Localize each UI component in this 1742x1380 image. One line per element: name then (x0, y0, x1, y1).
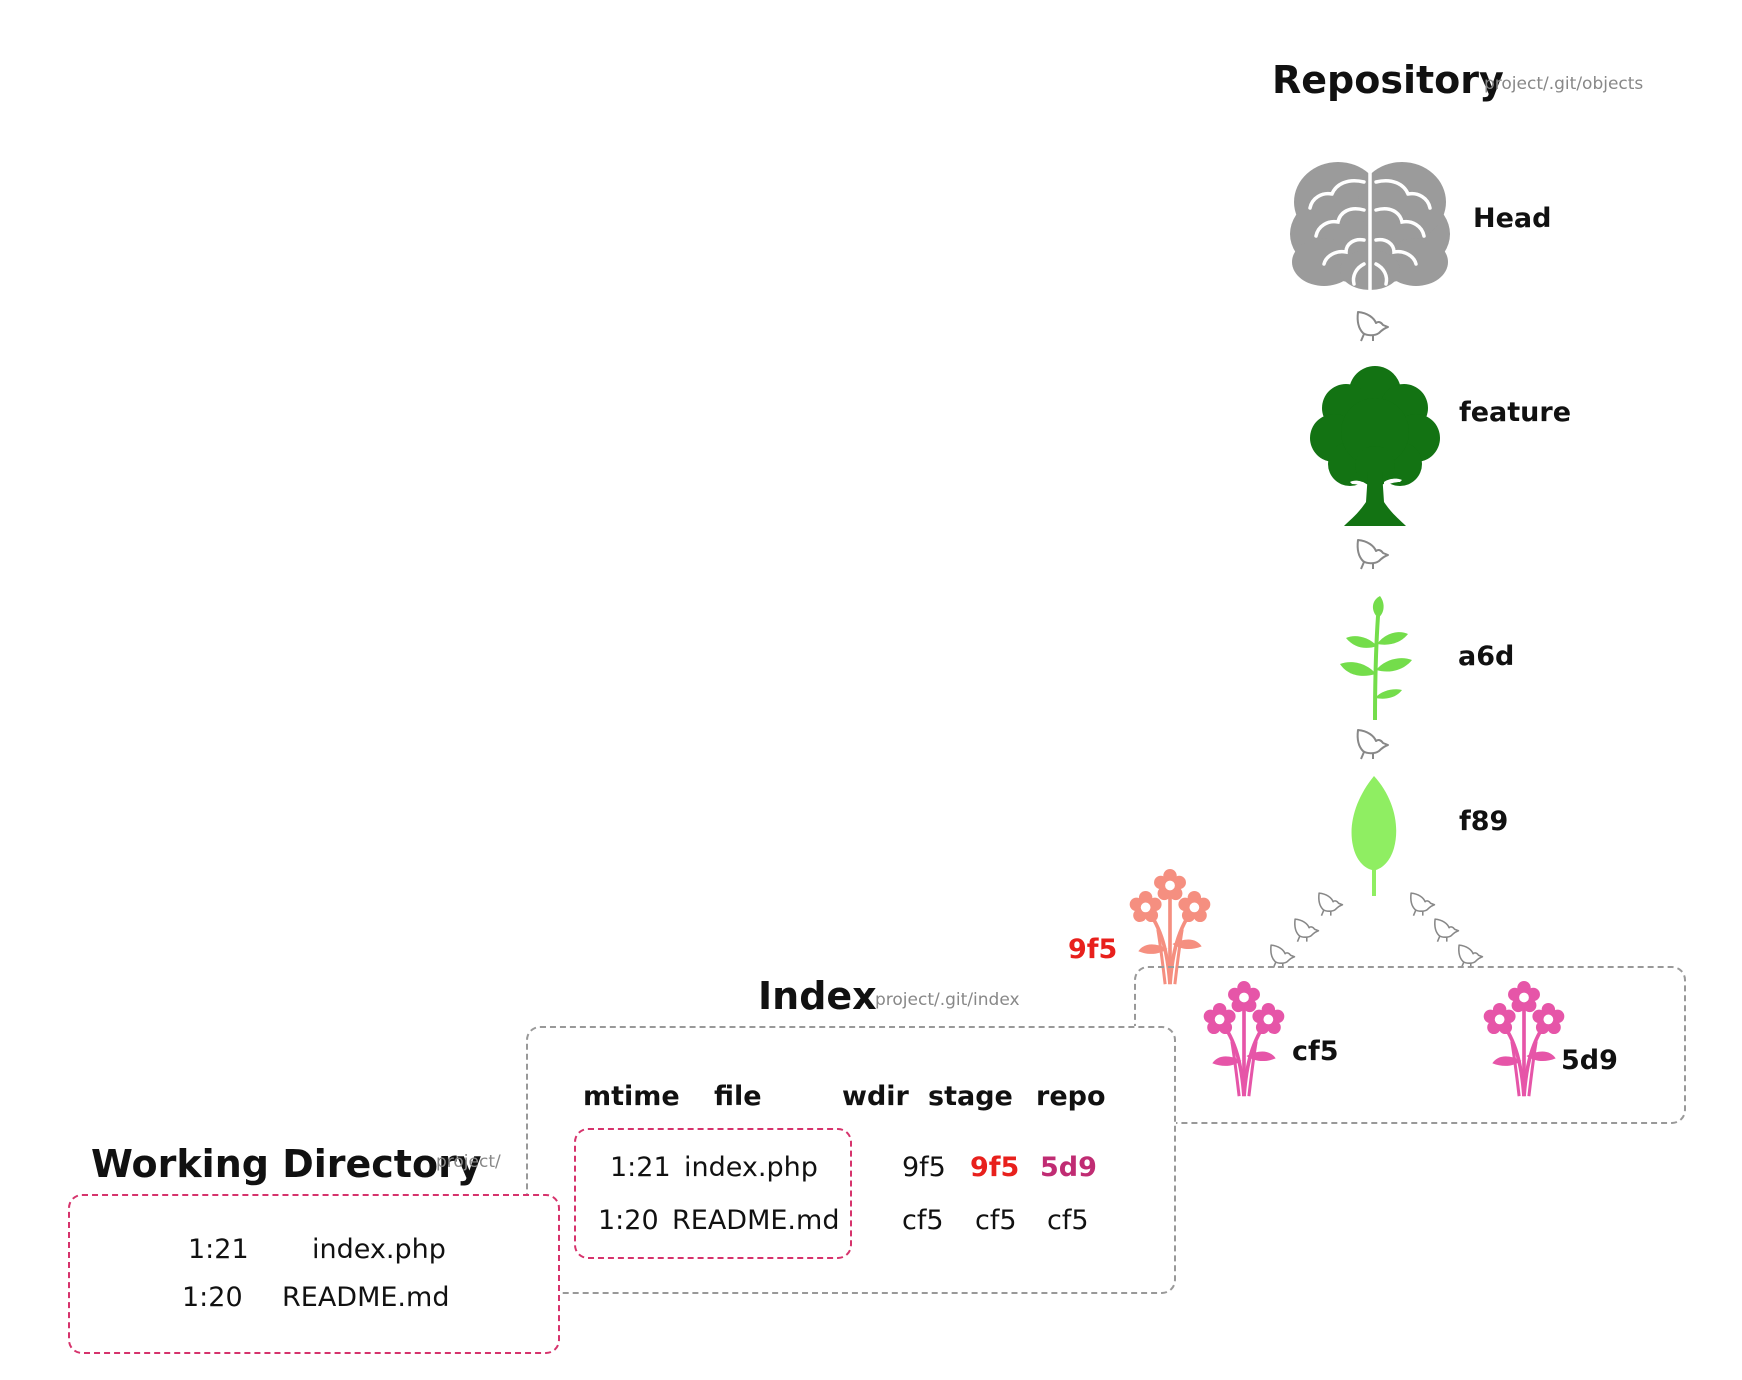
blob-5d9-label: 5d9 (1561, 1045, 1618, 1076)
bird-icon (1294, 918, 1320, 943)
working-file-2-name: README.md (282, 1282, 450, 1313)
index-path: project/.git/index (875, 990, 1020, 1010)
tree-label: f89 (1459, 806, 1509, 837)
index-header-file: file (714, 1081, 762, 1112)
working-file-1-name: index.php (312, 1234, 446, 1265)
new-blob-label: 9f5 (1068, 934, 1118, 965)
index-row-1-stage: 9f5 (970, 1152, 1020, 1183)
index-row-2-mtime: 1:20 (598, 1205, 659, 1236)
head-label: Head (1473, 203, 1552, 234)
working-directory-box (68, 1194, 560, 1354)
brain-icon (1290, 162, 1450, 292)
repository-title: Repository (1272, 58, 1504, 102)
index-header-repo: repo (1036, 1081, 1106, 1112)
index-header-stage: stage (928, 1081, 1013, 1112)
index-row-2-stage: cf5 (975, 1205, 1017, 1236)
repository-path: project/.git/objects (1484, 74, 1644, 94)
working-directory-title: Working Directory (91, 1142, 482, 1186)
tree-icon (1310, 366, 1440, 526)
index-row-2-repo: cf5 (1047, 1205, 1089, 1236)
bird-icon (1318, 892, 1344, 917)
index-row-1-wdir: 9f5 (902, 1152, 946, 1183)
working-file-2-mtime: 1:20 (182, 1282, 243, 1313)
index-stat-box (574, 1128, 852, 1259)
index-header-wdir: wdir (842, 1081, 909, 1112)
index-row-1-file: index.php (684, 1152, 818, 1183)
index-header-mtime: mtime (583, 1081, 680, 1112)
bird-icon (1356, 539, 1389, 570)
bird-icon (1356, 729, 1389, 760)
bird-icon (1434, 918, 1460, 943)
sprout-icon (1340, 596, 1412, 721)
index-row-1-mtime: 1:21 (610, 1152, 671, 1183)
index-row-2-file: README.md (672, 1205, 840, 1236)
index-row-2-wdir: cf5 (902, 1205, 944, 1236)
bird-icon (1356, 311, 1389, 342)
flower-bouquet-icon (1201, 979, 1287, 1098)
working-directory-path: project/ (436, 1152, 501, 1172)
index-title: Index (758, 974, 877, 1018)
index-row-1-repo: 5d9 (1040, 1152, 1097, 1183)
commit-label: a6d (1458, 641, 1515, 672)
working-file-1-mtime: 1:21 (188, 1234, 249, 1265)
leaf-icon (1351, 776, 1397, 896)
bird-icon (1410, 892, 1436, 917)
blob-cf5-label: cf5 (1292, 1036, 1339, 1067)
branch-label: feature (1459, 397, 1572, 428)
flower-bouquet-icon (1481, 979, 1567, 1098)
